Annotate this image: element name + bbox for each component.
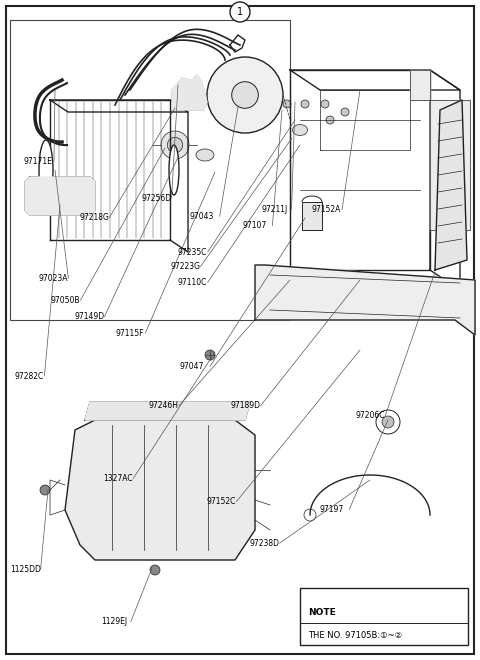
- Circle shape: [205, 350, 215, 360]
- Ellipse shape: [196, 149, 214, 161]
- Text: NOTE: NOTE: [308, 608, 336, 617]
- Text: 97152C: 97152C: [206, 497, 236, 506]
- Text: 97050B: 97050B: [50, 296, 80, 305]
- Polygon shape: [255, 265, 475, 335]
- Text: 97047: 97047: [180, 362, 204, 371]
- Polygon shape: [65, 420, 255, 560]
- Circle shape: [168, 137, 183, 152]
- Polygon shape: [85, 402, 250, 420]
- Circle shape: [271, 96, 279, 104]
- Circle shape: [40, 485, 50, 495]
- Text: 97238D: 97238D: [250, 539, 279, 548]
- Text: 97218G: 97218G: [79, 213, 109, 222]
- Text: 97206C: 97206C: [355, 411, 384, 420]
- Ellipse shape: [292, 125, 308, 135]
- Circle shape: [376, 410, 400, 434]
- Text: 1: 1: [237, 7, 243, 17]
- Polygon shape: [172, 75, 207, 110]
- Bar: [300, 588, 468, 645]
- Text: 97256D: 97256D: [142, 193, 172, 203]
- Circle shape: [382, 416, 394, 428]
- Ellipse shape: [39, 140, 53, 200]
- Text: 97023A: 97023A: [38, 274, 68, 283]
- Polygon shape: [410, 70, 470, 230]
- Text: 97149D: 97149D: [74, 312, 105, 321]
- Text: THE NO. 97105B:①~②: THE NO. 97105B:①~②: [308, 630, 402, 640]
- Text: 97152A: 97152A: [312, 205, 341, 214]
- Circle shape: [207, 57, 283, 133]
- Text: 97246H: 97246H: [149, 401, 179, 411]
- Circle shape: [261, 86, 269, 94]
- Ellipse shape: [169, 145, 179, 195]
- Circle shape: [232, 82, 258, 108]
- Text: 97110C: 97110C: [178, 278, 207, 287]
- Circle shape: [230, 2, 250, 22]
- Text: 97189D: 97189D: [230, 401, 260, 411]
- Text: 97235C: 97235C: [178, 248, 207, 257]
- Polygon shape: [435, 100, 467, 270]
- Text: 1125DD: 1125DD: [11, 565, 41, 574]
- Text: 97197: 97197: [319, 505, 344, 514]
- Text: 97171E: 97171E: [24, 157, 53, 166]
- Circle shape: [304, 509, 316, 521]
- Text: 97115F: 97115F: [115, 329, 144, 338]
- Circle shape: [301, 100, 309, 108]
- Text: 97211J: 97211J: [262, 205, 288, 214]
- Circle shape: [283, 100, 291, 108]
- Circle shape: [341, 108, 349, 116]
- Text: 97107: 97107: [242, 221, 267, 230]
- Circle shape: [161, 131, 189, 159]
- Bar: [302, 202, 322, 230]
- Circle shape: [326, 116, 334, 124]
- Polygon shape: [25, 177, 95, 215]
- Text: 1327AC: 1327AC: [103, 474, 133, 483]
- Text: 97282C: 97282C: [14, 372, 44, 381]
- Text: 1129EJ: 1129EJ: [101, 617, 127, 626]
- Circle shape: [321, 100, 329, 108]
- Text: 97223G: 97223G: [170, 262, 200, 271]
- Circle shape: [150, 565, 160, 575]
- Bar: [10, 20, 290, 320]
- Text: 97043: 97043: [190, 212, 214, 221]
